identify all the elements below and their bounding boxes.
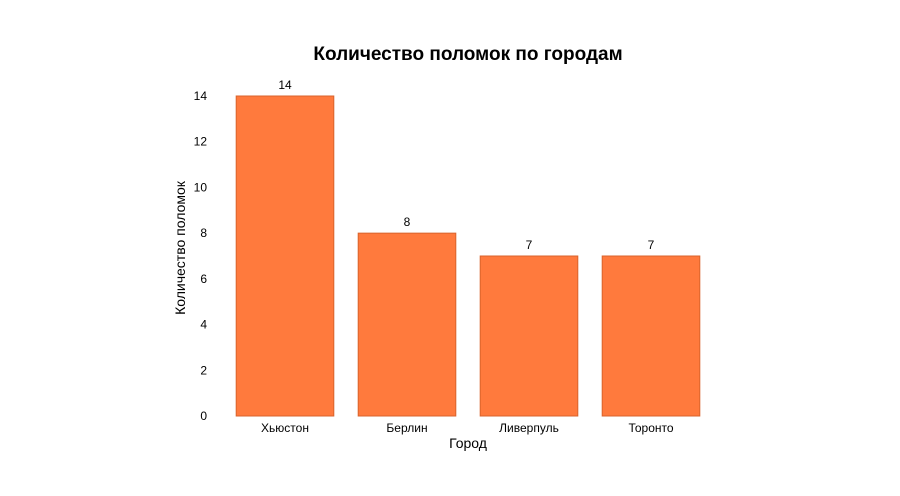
y-tick-label: 12 xyxy=(194,135,208,149)
y-tick-label: 8 xyxy=(200,226,207,240)
bar-value-label: 7 xyxy=(648,238,655,252)
y-tick-label: 10 xyxy=(194,180,208,194)
bar-value-label: 8 xyxy=(404,215,411,229)
y-axis-ticks: 0 2 4 6 8 10 12 14 xyxy=(194,89,208,423)
bar-4 xyxy=(601,255,701,417)
x-axis-label: Город xyxy=(449,435,487,451)
y-tick-label: 4 xyxy=(200,318,207,332)
y-axis-label: Количество поломок xyxy=(172,180,188,315)
y-tick-label: 14 xyxy=(194,89,208,103)
bar-2 xyxy=(357,232,457,417)
bar-value-label: 14 xyxy=(278,78,292,92)
x-tick-label: Берлин xyxy=(386,421,427,435)
y-tick-label: 6 xyxy=(200,272,207,286)
x-axis-ticks: Хьюстон Берлин Ливерпуль Торонто xyxy=(261,421,674,435)
data-labels-group: 14 8 7 7 xyxy=(278,78,654,252)
chart-title: Количество поломок по городам xyxy=(313,44,622,65)
y-tick-label: 2 xyxy=(200,363,207,377)
x-tick-label: Ливерпуль xyxy=(499,421,559,435)
bar-1 xyxy=(235,95,335,417)
y-tick-label: 0 xyxy=(200,409,207,423)
bar-value-label: 7 xyxy=(526,238,533,252)
x-tick-label: Торонто xyxy=(628,421,673,435)
bars-group xyxy=(235,95,701,417)
x-tick-label: Хьюстон xyxy=(261,421,309,435)
bar-3 xyxy=(479,255,579,417)
